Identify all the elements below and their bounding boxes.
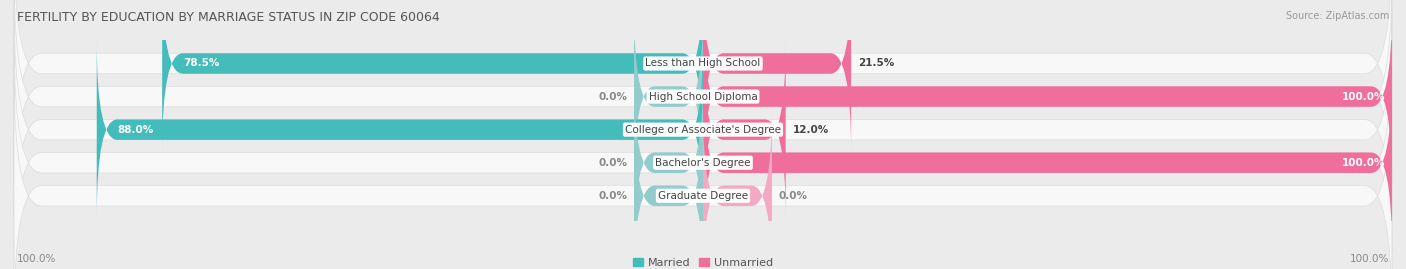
- Text: 100.0%: 100.0%: [1350, 254, 1389, 264]
- Text: 100.0%: 100.0%: [1341, 91, 1385, 102]
- Text: 12.0%: 12.0%: [793, 125, 828, 135]
- FancyBboxPatch shape: [634, 107, 703, 269]
- Text: FERTILITY BY EDUCATION BY MARRIAGE STATUS IN ZIP CODE 60064: FERTILITY BY EDUCATION BY MARRIAGE STATU…: [17, 11, 440, 24]
- Text: 0.0%: 0.0%: [779, 191, 808, 201]
- Text: Less than High School: Less than High School: [645, 58, 761, 69]
- Text: 100.0%: 100.0%: [17, 254, 56, 264]
- Legend: Married, Unmarried: Married, Unmarried: [628, 254, 778, 269]
- FancyBboxPatch shape: [14, 0, 1392, 186]
- FancyBboxPatch shape: [14, 0, 1392, 219]
- FancyBboxPatch shape: [162, 0, 703, 153]
- FancyBboxPatch shape: [14, 74, 1392, 269]
- Text: 88.0%: 88.0%: [117, 125, 153, 135]
- Text: 100.0%: 100.0%: [1341, 158, 1385, 168]
- FancyBboxPatch shape: [14, 8, 1392, 252]
- FancyBboxPatch shape: [703, 74, 1392, 252]
- Text: 0.0%: 0.0%: [598, 91, 627, 102]
- FancyBboxPatch shape: [703, 0, 851, 153]
- Text: 78.5%: 78.5%: [183, 58, 219, 69]
- FancyBboxPatch shape: [97, 41, 703, 219]
- FancyBboxPatch shape: [14, 41, 1392, 269]
- Text: Source: ZipAtlas.com: Source: ZipAtlas.com: [1285, 11, 1389, 21]
- Text: College or Associate's Degree: College or Associate's Degree: [626, 125, 780, 135]
- FancyBboxPatch shape: [634, 8, 703, 186]
- Text: High School Diploma: High School Diploma: [648, 91, 758, 102]
- Text: Graduate Degree: Graduate Degree: [658, 191, 748, 201]
- FancyBboxPatch shape: [703, 107, 772, 269]
- FancyBboxPatch shape: [703, 8, 1392, 186]
- Text: 21.5%: 21.5%: [858, 58, 894, 69]
- FancyBboxPatch shape: [634, 74, 703, 252]
- Text: Bachelor's Degree: Bachelor's Degree: [655, 158, 751, 168]
- Text: 0.0%: 0.0%: [598, 191, 627, 201]
- Text: 0.0%: 0.0%: [598, 158, 627, 168]
- FancyBboxPatch shape: [703, 41, 786, 219]
